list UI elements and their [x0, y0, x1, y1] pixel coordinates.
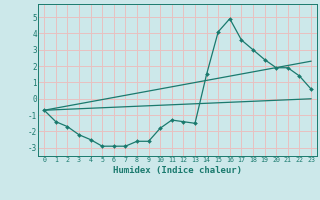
X-axis label: Humidex (Indice chaleur): Humidex (Indice chaleur): [113, 166, 242, 175]
